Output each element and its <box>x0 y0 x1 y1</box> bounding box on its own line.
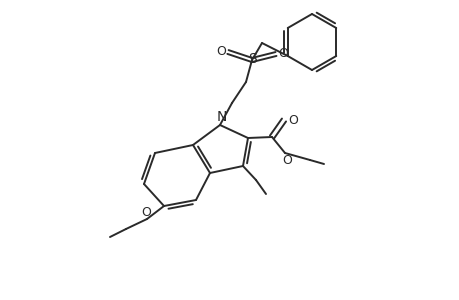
Text: N: N <box>216 110 227 124</box>
Text: O: O <box>277 46 287 59</box>
Text: O: O <box>216 44 225 58</box>
Text: O: O <box>281 154 291 166</box>
Text: O: O <box>287 113 297 127</box>
Text: S: S <box>248 52 257 66</box>
Text: O: O <box>141 206 151 218</box>
